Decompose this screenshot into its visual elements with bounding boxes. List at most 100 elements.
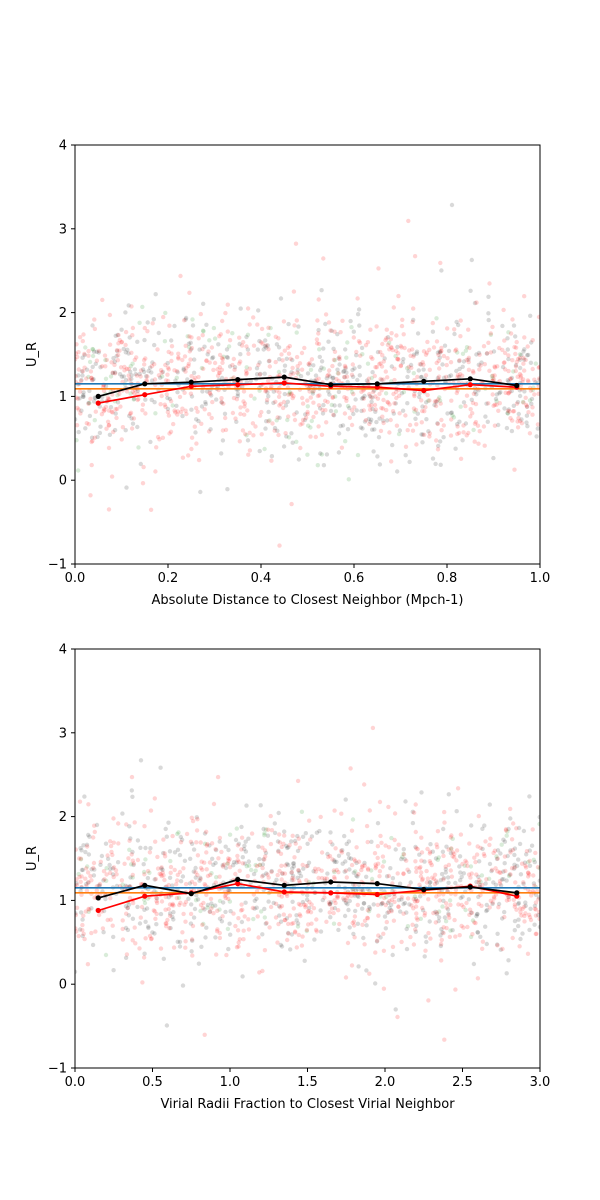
scatter-point	[123, 955, 129, 960]
scatter-point	[223, 844, 228, 849]
scatter-point	[334, 894, 340, 899]
scatter-point	[467, 912, 472, 917]
plot-frame	[74, 144, 541, 565]
scatter-point	[88, 396, 93, 401]
scatter-point	[345, 427, 351, 432]
scatter-point	[277, 913, 282, 918]
scatter-point	[113, 407, 118, 412]
scatter-point	[94, 888, 100, 893]
scatter-point	[468, 875, 473, 880]
scatter-point	[504, 898, 510, 903]
scatter-point	[473, 920, 478, 926]
scatter-point	[188, 357, 193, 362]
scatter-point	[370, 389, 376, 395]
scatter-point	[405, 428, 410, 433]
scatter-point	[337, 354, 342, 360]
scatter-point	[477, 352, 482, 357]
scatter-point	[419, 858, 424, 863]
scatter-point	[120, 918, 125, 923]
scatter-point	[135, 388, 140, 393]
scatter-point	[175, 878, 180, 883]
scatter-point	[306, 908, 311, 914]
scatter-point	[519, 417, 524, 422]
scatter-point	[279, 903, 285, 909]
scatter-point	[208, 391, 213, 397]
scatter-point	[150, 378, 155, 383]
scatter-point	[355, 921, 361, 926]
scatter-point	[478, 845, 483, 851]
scatter-point	[105, 917, 110, 923]
scatter-point	[452, 917, 457, 923]
scatter-point	[349, 963, 355, 968]
scatter-point	[309, 902, 314, 907]
scatter-point	[235, 843, 241, 848]
scatter-point	[328, 900, 334, 905]
scatter-point	[457, 358, 462, 363]
scatter-point	[463, 907, 468, 913]
scatter-point	[298, 913, 303, 919]
scatter-point	[532, 377, 537, 382]
scatter-point	[466, 367, 472, 372]
scatter-point	[159, 873, 164, 879]
scatter-point	[278, 942, 283, 948]
scatter-point	[530, 412, 535, 417]
scatter-point	[260, 932, 265, 937]
scatter-point	[400, 360, 405, 365]
scatter-point	[429, 862, 434, 868]
scatter-point	[376, 913, 381, 918]
scatter-point	[152, 931, 157, 936]
scatter-point	[321, 346, 326, 351]
scatter-point	[406, 869, 412, 874]
scatter-point	[395, 344, 400, 350]
scatter-point	[192, 424, 197, 429]
scatter-point	[461, 423, 466, 428]
scatter-point	[294, 318, 299, 323]
scatter-point	[367, 393, 373, 399]
scatter-point	[522, 389, 527, 394]
scatter-point	[423, 948, 428, 953]
scatter-point	[163, 826, 168, 832]
scatter-point	[332, 875, 337, 880]
scatter-point	[398, 363, 404, 368]
scatter-point	[257, 372, 263, 377]
scatter-point	[219, 400, 224, 405]
scatter-point	[323, 398, 328, 403]
scatter-point	[104, 866, 109, 871]
scatter-point	[269, 454, 275, 459]
scatter-point	[239, 847, 244, 852]
scatter-point	[424, 417, 429, 422]
scatter-point	[78, 910, 84, 915]
scatter-point	[524, 420, 529, 425]
scatter-point	[196, 418, 201, 424]
scatter-point	[519, 421, 525, 426]
scatter-point	[241, 389, 247, 394]
scatter-point	[457, 366, 462, 372]
scatter-point	[482, 362, 487, 367]
scatter-point	[246, 917, 251, 922]
scatter-point	[307, 362, 312, 368]
scatter-point	[244, 365, 249, 370]
scatter-point	[514, 359, 519, 365]
scatter-point	[203, 400, 208, 405]
scatter-point	[233, 837, 239, 843]
scatter-point	[303, 415, 309, 420]
scatter-point	[508, 331, 514, 336]
scatter-point	[236, 841, 242, 846]
scatter-point	[423, 373, 429, 378]
scatter-point	[406, 369, 411, 374]
scatter-point	[150, 930, 155, 935]
scatter-point	[367, 904, 372, 910]
scatter-point	[359, 345, 365, 351]
scatter-point	[124, 366, 130, 372]
scatter-point	[309, 834, 315, 839]
scatter-point	[372, 851, 378, 856]
scatter-point	[138, 368, 144, 373]
scatter-point	[80, 373, 85, 378]
scatter-point	[174, 895, 180, 901]
scatter-point	[343, 439, 348, 444]
scatter-point	[193, 898, 199, 903]
scatter-point	[384, 418, 390, 423]
scatter-point	[294, 354, 300, 360]
scatter-point	[368, 327, 373, 332]
scatter-point	[276, 921, 281, 927]
